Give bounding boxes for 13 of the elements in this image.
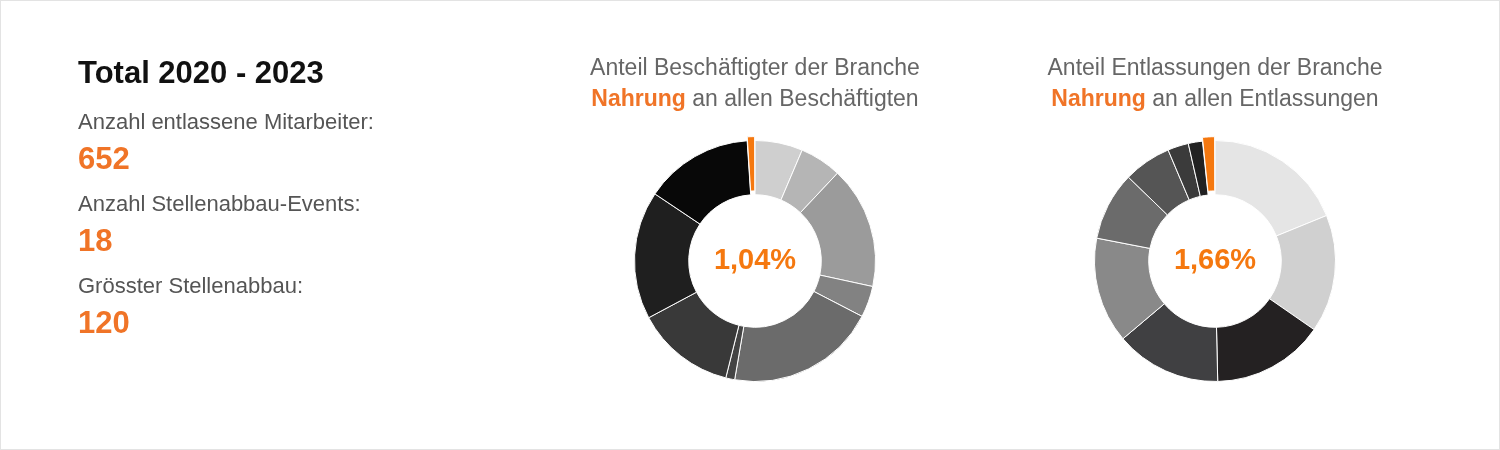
chart-title: Anteil Entlassungen der Branche: [1047, 54, 1383, 80]
chart-subtitle: Nahrung an allen Beschäftigten: [591, 85, 919, 111]
data-label: 1,04%: [713, 243, 797, 275]
chart-title: Anteil Beschäftigter der Branche: [590, 54, 920, 80]
data-label: 1,66%: [1173, 243, 1257, 275]
text: 18: [78, 223, 114, 259]
text: 120: [78, 305, 131, 341]
text: Total 2020 - 2023: [78, 55, 325, 91]
text: Grösster Stellenabbau:: [78, 273, 305, 299]
text: Anzahl entlassene Mitarbeiter:: [78, 109, 375, 135]
text: 652: [78, 141, 131, 177]
text: Anzahl Stellenabbau-Events:: [78, 191, 362, 217]
chart-subtitle: Nahrung an allen Entlassungen: [1051, 85, 1379, 111]
